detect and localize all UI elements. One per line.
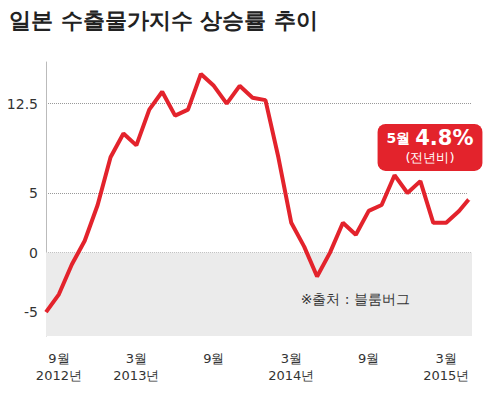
svg-text:3월: 3월 xyxy=(436,351,457,366)
svg-text:일본 수출물가지수 상승률 추이: 일본 수출물가지수 상승률 추이 xyxy=(9,8,318,33)
svg-text:5: 5 xyxy=(29,185,38,201)
svg-text:12.5: 12.5 xyxy=(7,96,38,112)
svg-text:9월: 9월 xyxy=(203,351,224,366)
svg-text:※출처 : 블룸버그: ※출처 : 블룸버그 xyxy=(301,291,410,307)
svg-text:4.8%: 4.8% xyxy=(415,126,473,150)
svg-text:(전년비): (전년비) xyxy=(405,150,454,165)
svg-text:9월: 9월 xyxy=(358,351,379,366)
svg-text:0: 0 xyxy=(29,245,38,261)
svg-text:2013년: 2013년 xyxy=(113,368,159,383)
svg-text:3월: 3월 xyxy=(126,351,147,366)
svg-text:5월: 5월 xyxy=(387,130,416,146)
svg-text:3월: 3월 xyxy=(281,351,302,366)
svg-text:2012년: 2012년 xyxy=(36,368,82,383)
svg-text:2014년: 2014년 xyxy=(268,368,314,383)
svg-text:-5: -5 xyxy=(24,304,38,320)
svg-text:2015년: 2015년 xyxy=(423,368,469,383)
svg-text:9월: 9월 xyxy=(48,351,69,366)
